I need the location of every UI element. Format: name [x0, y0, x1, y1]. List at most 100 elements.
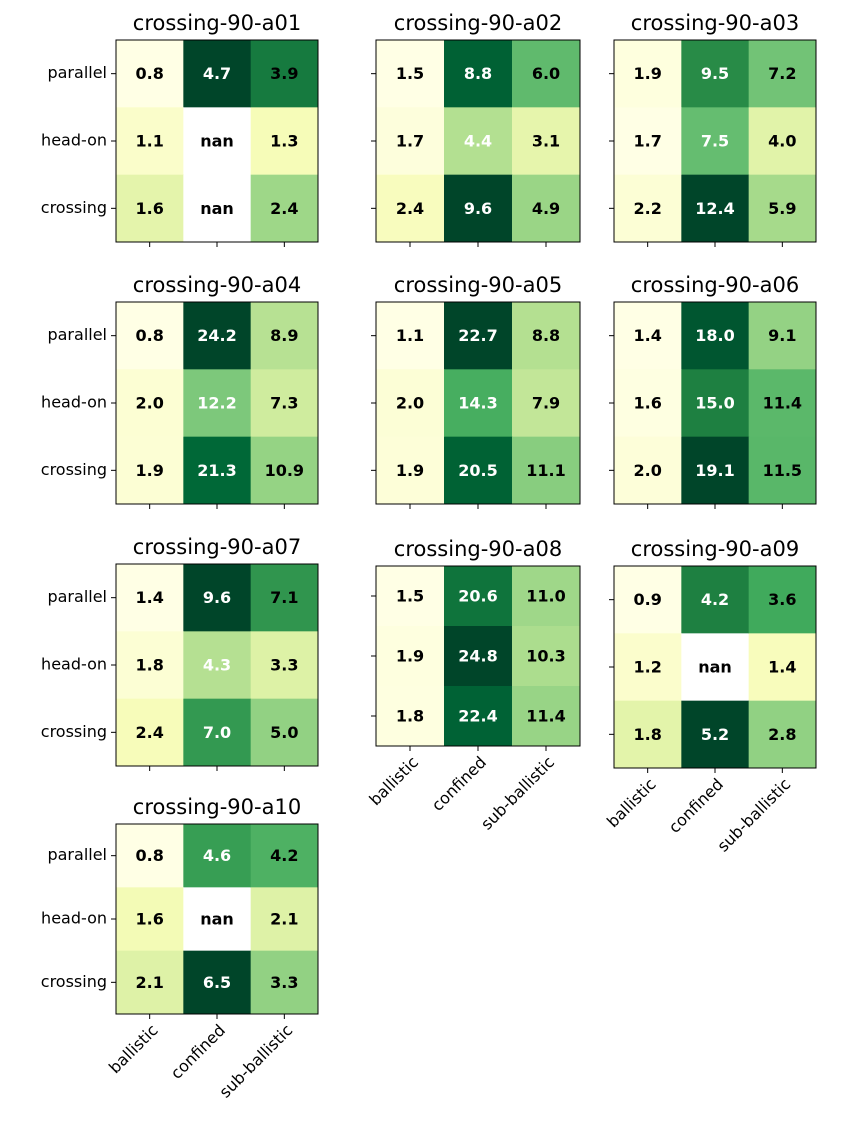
cell-label: 7.1 [270, 588, 298, 607]
cell [512, 174, 581, 243]
cell-label: 12.2 [197, 394, 236, 413]
cell [512, 107, 581, 176]
cell-label: 2.0 [633, 461, 661, 480]
heatmap-panel: crossing-90-a08 1.5 20.6 11.0 1.9 24.8 10.3 1.8… [365, 537, 581, 834]
y-tick-label: parallel [47, 63, 107, 82]
cell-label: 7.5 [701, 132, 729, 151]
cell [748, 633, 817, 702]
cell-label: 3.6 [768, 590, 796, 609]
panel-title: crossing-90-a04 [133, 273, 301, 297]
cell-label: 2.0 [135, 394, 163, 413]
cell [748, 302, 817, 370]
cell [748, 40, 817, 108]
cell-label: 9.1 [768, 326, 796, 345]
x-tick-label: ballistic [105, 1021, 162, 1078]
cell-label: 4.3 [203, 656, 231, 675]
cell-label: 10.3 [526, 647, 565, 666]
cell [250, 436, 319, 505]
heatmap-panel: crossing-90-a05 1.1 22.7 8.8 2.0 14.3 7.9 1.9 20… [371, 273, 581, 509]
cell-label: nan [200, 910, 234, 929]
cell [376, 436, 445, 505]
cell-label: 0.8 [135, 326, 163, 345]
y-tick-label: head-on [41, 131, 107, 150]
cell-label: 3.9 [270, 64, 298, 83]
cell-label: 7.2 [768, 64, 796, 83]
cell [183, 436, 252, 505]
cell [183, 302, 252, 370]
cell-label: 5.9 [768, 199, 796, 218]
cell [614, 700, 682, 769]
cell [116, 824, 184, 888]
cell-label: 2.2 [633, 199, 661, 218]
cell [512, 302, 581, 370]
cell-label: 0.9 [633, 590, 661, 609]
cell-label: 1.9 [135, 461, 163, 480]
cell-label: 2.4 [396, 199, 424, 218]
empty-cell [183, 174, 251, 242]
cell [444, 369, 513, 438]
cell-label: 1.2 [633, 658, 661, 677]
y-tick-label: parallel [47, 325, 107, 344]
cell [444, 40, 513, 108]
cell [183, 40, 252, 108]
cell [681, 302, 750, 370]
cell-label: 12.4 [695, 199, 734, 218]
cell [512, 40, 581, 108]
cell-label: 7.0 [203, 723, 231, 742]
cell [614, 566, 682, 634]
cell [681, 700, 750, 769]
cell-label: 4.0 [768, 132, 796, 151]
cell-label: 4.4 [464, 132, 492, 151]
cell [376, 686, 445, 747]
cell-label: 18.0 [695, 326, 734, 345]
cell [116, 564, 184, 632]
cell [614, 369, 682, 438]
cell [614, 174, 682, 243]
x-tick-label: ballistic [365, 753, 422, 810]
cell [116, 369, 184, 438]
cell [614, 40, 682, 108]
cell-label: 7.9 [532, 394, 560, 413]
cell-label: 1.1 [396, 326, 424, 345]
cell-label: 11.1 [526, 461, 565, 480]
x-tick-label: sub-ballistic [477, 753, 558, 834]
y-tick-label: crossing [41, 972, 107, 991]
cell-label: 20.6 [458, 587, 497, 606]
cell-label: 8.8 [464, 64, 492, 83]
x-tick-label: confined [665, 775, 727, 837]
panel-title: crossing-90-a08 [394, 537, 562, 561]
heatmap-panel: crossing-90-a10 0.8 4.6 4.2 1.6 nan 2.1 2.1 6.5 3… [41, 795, 319, 1102]
y-tick-label: crossing [41, 460, 107, 479]
cell [512, 566, 581, 627]
cell [512, 686, 581, 747]
cell [250, 174, 319, 243]
cell-label: 3.3 [270, 656, 298, 675]
cell-label: 1.4 [633, 326, 661, 345]
cell [748, 566, 817, 634]
cell-label: 22.4 [458, 707, 497, 726]
panel-title: crossing-90-a05 [394, 273, 562, 297]
cell-label: 4.2 [701, 590, 729, 609]
cell [444, 174, 513, 243]
cell-label: 11.4 [526, 707, 565, 726]
cell [250, 564, 319, 632]
cell [116, 631, 184, 700]
cell [376, 174, 445, 243]
cell [376, 302, 445, 370]
cell-label: 1.6 [135, 199, 163, 218]
heatmap-panel: crossing-90-a04 0.8 24.2 8.9 2.0 12.2 7.3 1.9 21… [41, 273, 319, 509]
heatmap-panel: crossing-90-a01 0.8 4.7 3.9 1.1 nan 1.3 1.6 nan 2… [41, 11, 319, 247]
cell [116, 950, 184, 1015]
cell-label: 1.3 [270, 132, 298, 151]
cell-label: 6.0 [532, 64, 560, 83]
heatmap-panel: crossing-90-a07 1.4 9.6 7.1 1.8 4.3 3.3 2.4 7.0 5… [41, 535, 319, 771]
cell [748, 369, 817, 438]
y-tick-label: head-on [41, 393, 107, 412]
heatmap-panel: crossing-90-a06 1.4 18.0 9.1 1.6 15.0 11.4 2.0 1… [609, 273, 817, 509]
cell [250, 631, 319, 700]
cell-label: 1.6 [135, 910, 163, 929]
cell [116, 40, 184, 108]
cell [681, 174, 750, 243]
panel-title: crossing-90-a07 [133, 535, 301, 559]
